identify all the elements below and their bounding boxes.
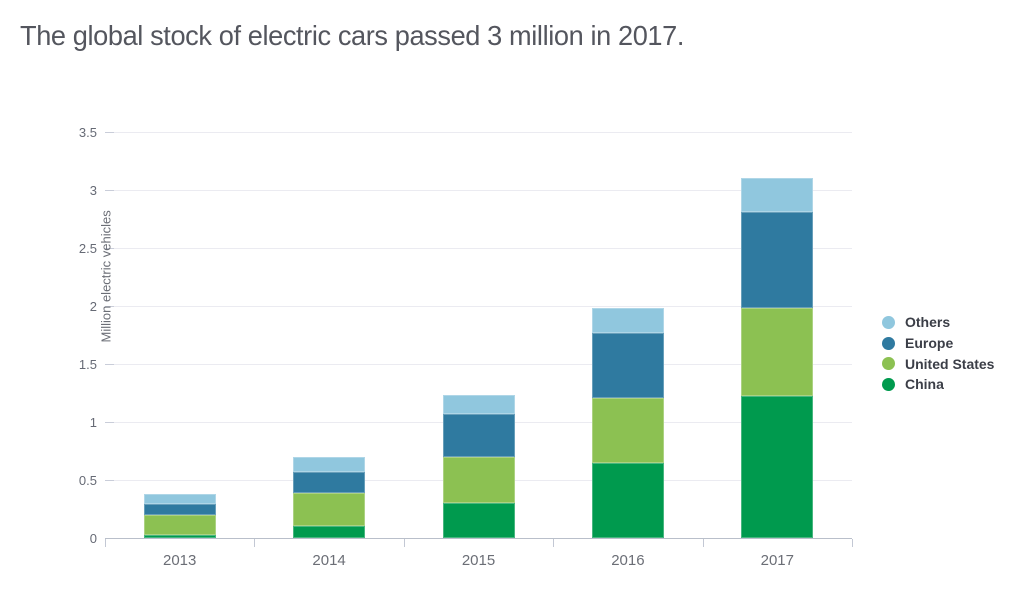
bar-segment-china-2013[interactable] <box>143 534 216 538</box>
y-gridline <box>105 132 852 133</box>
bar-segment-china-2014[interactable] <box>293 526 366 538</box>
legend-swatch-icon <box>882 357 895 371</box>
y-tick-mark <box>105 190 114 191</box>
bar-segment-europe-2013[interactable] <box>143 504 216 515</box>
x-axis-tick <box>254 539 256 547</box>
y-gridline <box>105 248 852 249</box>
legend-swatch-icon <box>882 377 895 391</box>
legend-label: China <box>905 376 944 393</box>
x-tick-label: 2013 <box>163 552 197 569</box>
x-axis-tick <box>105 539 106 547</box>
legend-label: Others <box>905 314 951 331</box>
bar-segment-europe-2015[interactable] <box>442 413 515 457</box>
bar-segment-united-states-2014[interactable] <box>293 492 366 527</box>
bar-segment-united-states-2016[interactable] <box>591 397 664 463</box>
y-tick-mark <box>105 422 114 423</box>
y-tick-mark <box>105 364 114 365</box>
x-axis-tick <box>852 539 853 547</box>
x-tick-label: 2014 <box>312 552 346 569</box>
legend-item-united-states: United States <box>882 353 994 374</box>
bar-segment-europe-2014[interactable] <box>293 471 366 493</box>
legend-item-europe: Europe <box>882 333 994 354</box>
x-axis-tick <box>403 539 405 547</box>
y-tick-mark <box>105 480 114 481</box>
y-gridline <box>105 190 852 191</box>
bar-segment-others-2015[interactable] <box>442 395 515 414</box>
y-tick-label: 3 <box>89 183 97 198</box>
y-tick-label: 1.5 <box>78 357 97 372</box>
bar-segment-others-2017[interactable] <box>741 178 814 213</box>
bar-segment-united-states-2017[interactable] <box>741 308 814 397</box>
bar-segment-china-2015[interactable] <box>442 503 515 538</box>
x-tick-label: 2016 <box>611 552 645 569</box>
x-tick-label: 2015 <box>461 552 496 569</box>
legend-item-china: China <box>882 374 994 395</box>
legend-swatch-icon <box>882 336 895 350</box>
y-tick-label: 1 <box>89 415 97 430</box>
y-tick-label: 3.5 <box>78 125 97 140</box>
bar-segment-others-2013[interactable] <box>143 493 216 505</box>
bar-segment-united-states-2015[interactable] <box>442 456 515 504</box>
x-axis-tick <box>702 539 704 547</box>
y-tick-label: 0 <box>89 531 97 546</box>
y-tick-label: 2 <box>89 299 97 314</box>
y-tick-mark <box>105 306 114 307</box>
x-tick-label: 2017 <box>760 552 794 569</box>
bar-segment-europe-2016[interactable] <box>591 332 664 398</box>
legend-label: United States <box>905 355 995 372</box>
x-axis-tick <box>553 539 555 547</box>
bar-segment-united-states-2013[interactable] <box>143 514 216 535</box>
y-tick-mark <box>105 132 114 133</box>
y-gridline <box>105 364 852 365</box>
bar-segment-china-2016[interactable] <box>591 462 664 538</box>
y-tick-mark <box>105 248 114 249</box>
y-axis-title: Million electric vehicles <box>98 210 114 343</box>
x-axis-line <box>105 538 852 539</box>
legend: Others Europe United States China <box>882 312 994 395</box>
bar-segment-china-2017[interactable] <box>741 396 814 538</box>
bar-segment-others-2014[interactable] <box>293 456 366 472</box>
y-gridline <box>105 306 852 307</box>
bar-segment-europe-2017[interactable] <box>741 212 814 309</box>
y-tick-label: 0.5 <box>78 473 97 488</box>
chart-title: The global stock of electric cars passed… <box>20 20 685 51</box>
legend-swatch-icon <box>882 315 895 329</box>
legend-item-others: Others <box>882 312 994 333</box>
y-tick-label: 2.5 <box>78 241 97 256</box>
bar-segment-others-2016[interactable] <box>591 308 664 333</box>
legend-label: Europe <box>905 335 954 352</box>
